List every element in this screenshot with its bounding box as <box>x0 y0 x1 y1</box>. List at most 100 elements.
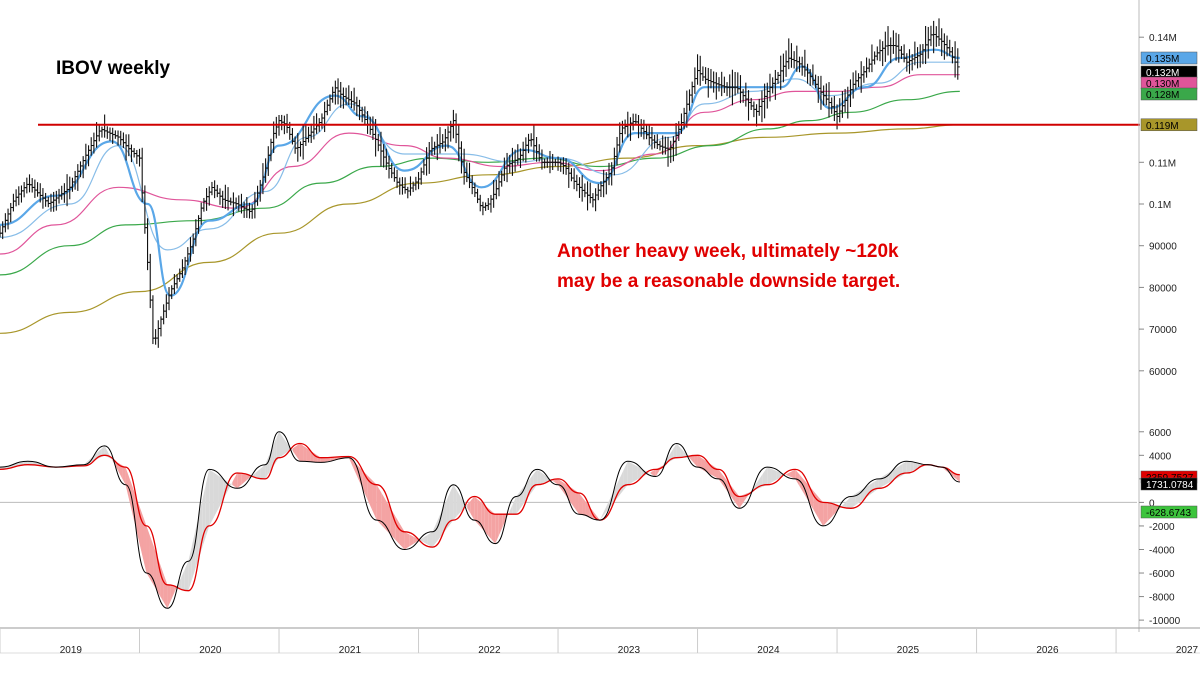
osc-fill <box>306 448 311 462</box>
y-tick-label: 70000 <box>1149 325 1177 336</box>
osc-fill <box>851 493 856 509</box>
osc-fill <box>160 565 164 603</box>
osc-tick-label: -4000 <box>1149 545 1175 556</box>
osc-fill <box>498 514 503 536</box>
osc-fill <box>265 459 268 479</box>
osc-fill <box>195 515 199 570</box>
osc-tick-label: -2000 <box>1149 522 1175 533</box>
osc-fill <box>184 561 189 591</box>
moving-average-line-3 <box>0 74 960 255</box>
osc-fill <box>170 585 175 601</box>
osc-fill <box>104 445 109 458</box>
osc-fill <box>944 468 948 473</box>
osc-fill <box>292 445 297 457</box>
osc-fill <box>571 488 576 510</box>
osc-fill <box>313 452 318 463</box>
osc-tag-bg <box>1140 477 1198 491</box>
y-tick-label: 60000 <box>1149 367 1177 378</box>
osc-fill <box>390 508 396 540</box>
osc-tick-label: 0 <box>1149 498 1155 509</box>
osc-fill <box>274 437 277 465</box>
osc-fill <box>353 461 359 479</box>
osc-tag: 1731.0784 <box>1146 480 1194 491</box>
osc-fill <box>537 469 541 485</box>
osc-fill <box>491 511 496 544</box>
osc-signal-line <box>0 442 960 592</box>
osc-fill <box>554 478 559 485</box>
osc-fill <box>540 471 545 484</box>
osc-fill <box>767 467 772 485</box>
osc-tag-bg <box>1140 505 1198 519</box>
x-tick-label: 2025 <box>897 645 920 656</box>
osc-fill <box>623 461 628 491</box>
osc-fill <box>697 455 702 470</box>
osc-fill <box>427 531 433 548</box>
osc-tick-label: 6000 <box>1149 428 1172 439</box>
osc-fill <box>488 508 492 540</box>
osc-fill <box>325 457 331 462</box>
osc-fill <box>255 468 261 478</box>
osc-fill <box>241 473 247 485</box>
price-tag: 0.132M <box>1146 68 1179 79</box>
osc-fill <box>205 469 210 537</box>
osc-fill <box>680 447 684 458</box>
osc-fill <box>260 464 266 479</box>
osc-fill <box>456 490 461 517</box>
osc-fill <box>442 500 447 534</box>
osc-fill <box>409 534 414 547</box>
osc-fill <box>841 501 847 508</box>
price-bars <box>0 18 960 348</box>
osc-fill <box>320 457 326 463</box>
y-tick-label: 0.14M <box>1149 33 1177 44</box>
osc-fill <box>906 461 911 473</box>
osc-tick-label: -6000 <box>1149 569 1175 580</box>
x-tick-label: 2021 <box>339 645 362 656</box>
osc-fill <box>163 574 168 609</box>
osc-fill <box>718 469 722 484</box>
osc-fill <box>516 492 520 515</box>
price-tag-bg <box>1140 51 1198 65</box>
oscillator <box>0 431 1137 609</box>
osc-fill <box>423 534 428 545</box>
osc-fill <box>883 472 889 486</box>
moving-average-line-2 <box>0 61 960 251</box>
osc-main-line <box>0 431 960 609</box>
osc-fill <box>874 478 879 492</box>
osc-fill <box>439 508 443 539</box>
x-tick-label: 2024 <box>757 645 780 656</box>
osc-fill <box>795 469 800 487</box>
osc-fill <box>432 523 436 548</box>
osc-fill <box>864 484 870 499</box>
osc-fill <box>146 525 150 579</box>
osc-fill <box>181 569 185 590</box>
osc-fill <box>484 505 489 536</box>
osc-fill <box>227 481 233 491</box>
osc-fill <box>762 467 768 487</box>
x-tick-label: 2027 <box>1176 645 1199 656</box>
x-tick-label: 2020 <box>199 645 222 656</box>
osc-fill <box>418 537 424 543</box>
osc-tick-label: 4000 <box>1149 451 1172 462</box>
osc-fill <box>558 478 562 490</box>
osc-fill <box>413 536 419 544</box>
osc-fill <box>676 443 681 458</box>
osc-fill <box>735 492 740 509</box>
price-labels: 0.135M0.132M0.130M0.128M0.119M2359.75271… <box>1140 51 1198 519</box>
osc-fill <box>509 504 513 515</box>
osc-fill <box>142 516 147 574</box>
osc-fill <box>823 502 828 526</box>
osc-fill <box>604 500 610 515</box>
osc-fill <box>771 469 777 483</box>
osc-fill <box>122 465 126 485</box>
osc-fill <box>209 469 214 526</box>
y-tick-label: 0.11M <box>1149 158 1176 169</box>
osc-fill <box>568 485 572 505</box>
osc-fill <box>246 474 252 481</box>
chart-title: IBOV weekly <box>56 58 170 79</box>
osc-fill <box>618 471 624 497</box>
osc-fill <box>662 460 667 466</box>
price-tag: 0.130M <box>1146 79 1179 90</box>
osc-fill <box>156 555 161 597</box>
